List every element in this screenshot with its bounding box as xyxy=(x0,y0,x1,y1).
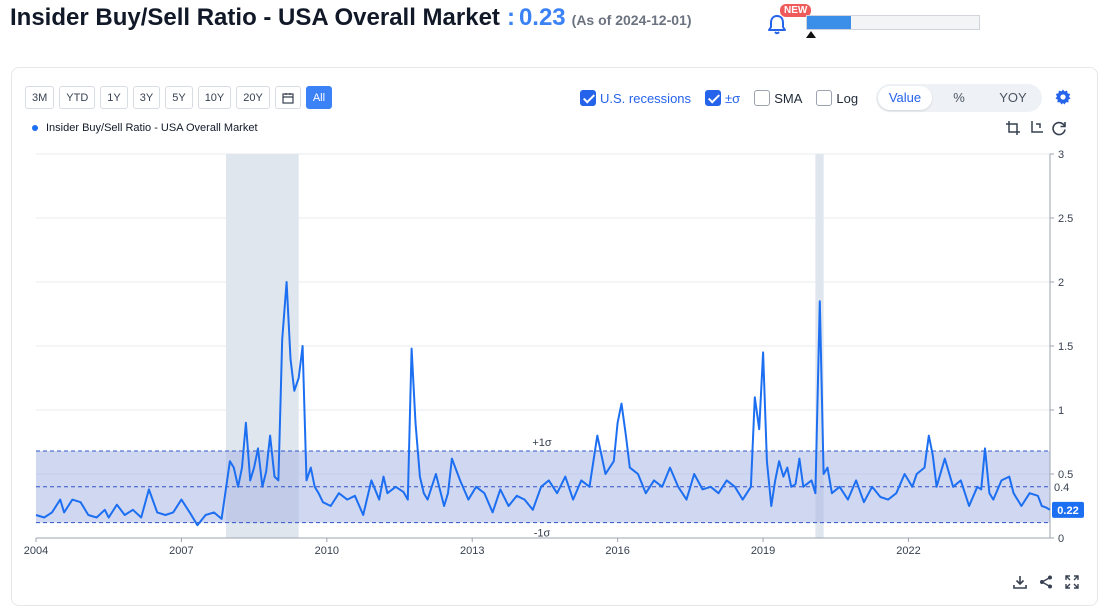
ratio-meter-marker xyxy=(806,31,817,38)
segment-0[interactable]: Value xyxy=(878,86,932,110)
option-label: ±σ xyxy=(725,90,741,106)
minus-sigma-label: -1σ xyxy=(534,528,551,540)
option-0[interactable]: U.S. recessions xyxy=(580,90,691,106)
plus-sigma-label: +1σ xyxy=(532,437,552,449)
option-1[interactable]: ±σ xyxy=(705,90,740,106)
range-button-3m[interactable]: 3M xyxy=(25,86,55,109)
calendar-button[interactable] xyxy=(274,86,301,109)
refresh-icon[interactable] xyxy=(1051,120,1067,136)
last-value-badge xyxy=(1052,501,1084,518)
x-tick-label: 2016 xyxy=(605,545,629,557)
as-of-date: (As of 2024-12-01) xyxy=(571,12,692,28)
fullscreen-icon[interactable] xyxy=(1064,574,1080,590)
chart-options: U.S. recessions ±σ SMA Log xyxy=(580,86,872,110)
option-label: Log xyxy=(836,90,859,106)
chart-tools xyxy=(1005,120,1067,136)
bell-icon[interactable] xyxy=(766,12,788,36)
calendar-icon xyxy=(282,92,294,104)
y-tick-label: 3 xyxy=(1058,149,1064,161)
y-tick-label: 0.5 xyxy=(1058,469,1073,481)
segment-1[interactable]: % xyxy=(953,90,965,105)
zoom-reset-icon[interactable] xyxy=(1028,120,1044,136)
x-tick-label: 2010 xyxy=(315,545,339,557)
option-2[interactable]: SMA xyxy=(754,90,802,106)
last-value-label: 0.22 xyxy=(1057,505,1078,517)
x-tick-label: 2022 xyxy=(896,545,920,557)
x-tick-label: 2007 xyxy=(169,545,193,557)
ratio-meter xyxy=(806,15,980,30)
option-label: SMA xyxy=(774,90,803,106)
range-button-3y[interactable]: 3Y xyxy=(132,86,161,109)
y-tick-label: 1 xyxy=(1058,405,1064,417)
range-button-10y[interactable]: 10Y xyxy=(197,86,232,109)
series-line xyxy=(35,281,1051,527)
y-tick-label: 1.5 xyxy=(1058,341,1073,353)
checkbox[interactable] xyxy=(580,90,596,106)
chart-legend[interactable]: Insider Buy/Sell Ratio - USA Overall Mar… xyxy=(32,122,258,134)
download-icon[interactable] xyxy=(1012,574,1028,590)
y-tick-label: 2.5 xyxy=(1058,213,1073,225)
option-label: U.S. recessions xyxy=(600,90,692,106)
legend-label: Insider Buy/Sell Ratio - USA Overall Mar… xyxy=(46,122,258,134)
legend-marker xyxy=(32,125,38,131)
chart-actions xyxy=(1012,574,1080,590)
x-tick-label: 2019 xyxy=(751,545,775,557)
checkbox[interactable] xyxy=(816,90,833,106)
page-title: Insider Buy/Sell Ratio - USA Overall Mar… xyxy=(10,4,500,31)
checkbox[interactable] xyxy=(754,90,771,106)
value-mode-toggle: Value% YOY xyxy=(876,84,1042,112)
share-icon[interactable] xyxy=(1038,574,1054,590)
mean-label: 0.4 xyxy=(1054,482,1069,494)
range-button-5y[interactable]: 5Y xyxy=(165,86,193,109)
gear-icon[interactable] xyxy=(1054,88,1072,106)
y-tick-label: 0 xyxy=(1058,533,1064,545)
new-badge: NEW xyxy=(780,4,812,17)
current-value: 0.23 xyxy=(518,4,566,31)
page-header: Insider Buy/Sell Ratio - USA Overall Mar… xyxy=(10,4,691,38)
x-tick-label: 2004 xyxy=(24,545,48,557)
y-tick-label: 2 xyxy=(1058,277,1064,289)
range-button-ytd[interactable]: YTD xyxy=(59,86,96,109)
segment-2[interactable]: YOY xyxy=(999,90,1027,105)
checkbox[interactable] xyxy=(705,90,722,106)
range-buttons: 3M YTD 1Y 3Y 5Y 10Y 20Y All xyxy=(25,86,333,109)
range-button-1y[interactable]: 1Y xyxy=(100,86,128,109)
crop-icon[interactable] xyxy=(1005,120,1021,136)
ratio-meter-fill xyxy=(807,16,851,29)
option-3[interactable]: Log xyxy=(816,90,858,106)
x-tick-label: 2013 xyxy=(460,545,484,557)
range-button-all[interactable]: All xyxy=(305,86,333,109)
title-separator: : xyxy=(506,4,515,31)
range-button-20y[interactable]: 20Y xyxy=(236,86,270,109)
